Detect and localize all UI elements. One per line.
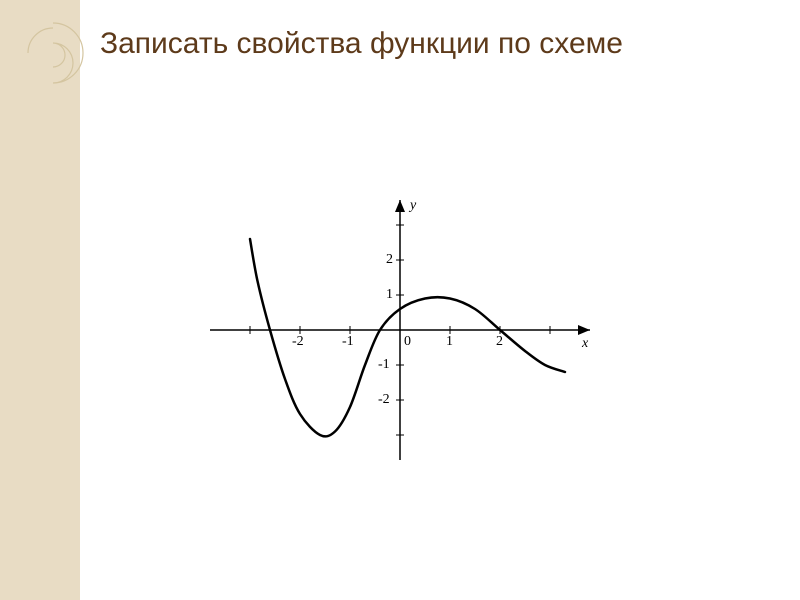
y-axis-label: y [410,198,416,214]
x-axis-label: x [582,336,588,352]
ornament-icon [18,18,88,88]
tick-label: 1 [446,334,453,350]
tick-label: 0 [404,334,411,350]
tick-label: -1 [342,334,354,350]
function-chart: -2 -1 0 1 2 -2 -1 1 2 y x [200,190,600,470]
tick-label: -2 [378,392,390,408]
tick-label: 1 [386,287,393,303]
page-title: Записать свойства функции по схеме [100,25,780,63]
decorative-sidebar [0,0,80,600]
tick-label: 2 [496,334,503,350]
tick-label: -1 [378,357,390,373]
tick-label: 2 [386,252,393,268]
tick-label: -2 [292,334,304,350]
